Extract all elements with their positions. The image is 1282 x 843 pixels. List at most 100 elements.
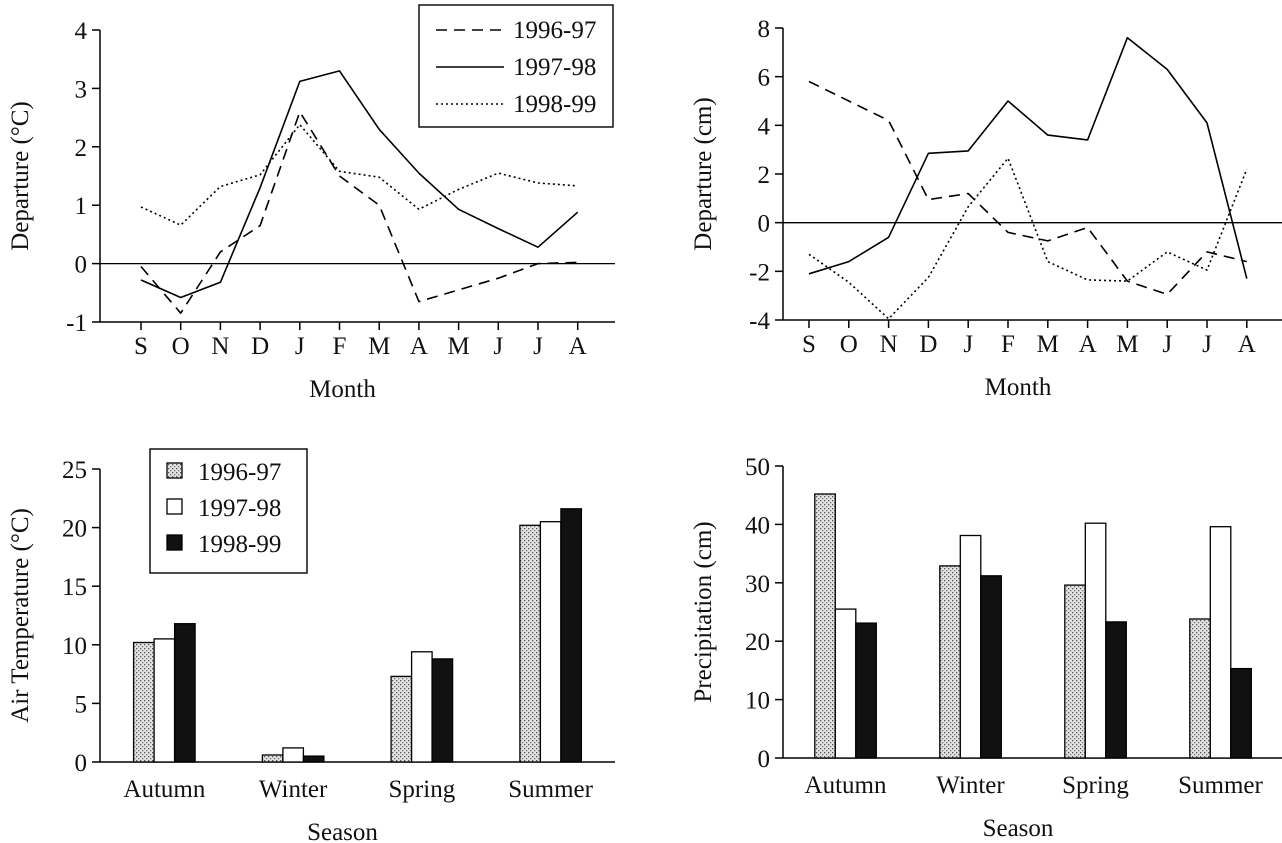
x-tick-label: Summer [508,776,593,803]
y-tick-label: 20 [745,629,770,656]
y-axis-title: Departure (°C) [7,101,34,251]
legend-label: 1997-98 [198,495,281,522]
bar-Winter-1996-97 [261,754,284,763]
x-tick-label: J [295,333,305,360]
x-tick-label: Spring [389,776,456,803]
y-axis-title: Air Temperature (°C) [7,508,34,723]
y-tick-label: 8 [758,16,771,43]
x-tick-label: A [410,333,428,360]
bar-Spring-1998-99 [431,658,454,763]
x-axis-title: Season [983,815,1054,842]
y-tick-label: 5 [75,691,88,718]
y-tick-label: -4 [749,308,770,335]
y-tick-label: -1 [66,310,87,337]
legend-label: 1998-99 [198,531,281,558]
series-line-1998-99 [808,157,1248,320]
bar-Autumn-1997-98 [834,608,857,759]
bar-Winter-1996-97 [939,565,961,759]
x-tick-label: Autumn [123,776,205,803]
y-tick-label: 30 [745,571,770,598]
x-tick-label: O [840,331,858,358]
legend-label: 1998-99 [513,91,596,118]
x-axis-title: Month [985,374,1052,401]
bar-Spring-1996-97 [1064,584,1086,759]
x-tick-label: Autumn [805,772,887,799]
y-tick-label: 15 [62,574,87,601]
bar-Autumn-1998-99 [855,622,877,759]
x-tick-label: Spring [1062,772,1129,799]
series-line-1996-97 [140,111,578,315]
x-tick-label: J [1162,331,1172,358]
x-tick-label: N [880,331,898,358]
y-tick-label: 0 [75,252,88,279]
y-tick-label: 25 [62,457,87,484]
y-tick-label: 10 [745,688,770,715]
y-tick-label: 0 [758,211,771,238]
x-tick-label: J [963,331,973,358]
x-tick-label: D [251,333,269,360]
x-tick-label: A [569,333,587,360]
bar-Winter-1998-99 [302,755,325,763]
legend-label: 1996-97 [198,459,281,486]
bar-Autumn-1996-97 [132,641,155,763]
legend-box [418,4,614,128]
chart-seasonal-air-temperature: 0 5 10 15 20 25 Air Temperature (°C) Autumn Wint… [7,448,615,843]
legend-swatch [166,534,183,551]
bar-Autumn-1997-98 [153,638,176,763]
bar-Autumn-1996-97 [814,493,836,759]
y-tick-label: 2 [758,162,771,189]
chart-seasonal-precipitation: 0 10 20 30 40 50 Precipitation (cm) Autumn Winte… [690,454,1282,842]
series-line-1998-99 [140,123,578,226]
x-tick-label: F [333,333,347,360]
x-axis-title: Month [309,376,376,403]
y-tick-label: 0 [75,750,88,777]
series-line-1997-98 [140,70,579,299]
x-tick-label: D [919,331,937,358]
legend-label: 1996-97 [513,17,596,44]
y-tick-label: 4 [758,113,771,140]
x-tick-label: Winter [259,776,328,803]
legend-label: 1997-98 [513,54,596,81]
bar-Spring-1997-98 [410,651,433,763]
bar-Winter-1998-99 [980,575,1002,759]
x-tick-label: O [172,333,190,360]
x-tick-label: F [1001,331,1015,358]
x-tick-label: J [533,333,543,360]
y-axis-title: Precipitation (cm) [690,521,717,702]
x-tick-label: M [1116,331,1138,358]
series-line-1997-98 [808,36,1248,279]
bar-Winter-1997-98 [282,747,305,763]
legend-swatch [166,498,183,515]
x-axis-title: Season [307,819,378,843]
y-axis-title: Departure (cm) [690,97,717,250]
x-tick-label: J [493,333,503,360]
bar-Spring-1996-97 [390,675,413,763]
y-tick-label: 40 [745,512,770,539]
y-tick-label: 6 [758,65,771,92]
y-tick-label: 50 [745,454,770,481]
x-tick-label: S [802,331,816,358]
x-tick-label: J [1202,331,1212,358]
bar-Spring-1997-98 [1084,522,1107,759]
series-line-1996-97 [808,80,1247,296]
bar-Summer-1997-98 [539,521,562,763]
y-tick-label: 3 [75,76,88,103]
bar-Summer-1997-98 [1209,526,1232,759]
x-tick-label: Summer [1178,772,1263,799]
x-tick-label: A [1238,331,1256,358]
x-tick-label: A [1079,331,1097,358]
x-tick-label: N [211,333,229,360]
y-tick-label: 4 [75,18,88,45]
y-tick-label: 0 [758,746,771,773]
x-tick-label: Winter [936,772,1005,799]
x-tick-label: M [447,333,469,360]
x-tick-label: S [134,333,148,360]
bar-Spring-1998-99 [1105,621,1127,759]
y-tick-label: 2 [75,135,88,162]
legend-swatch [166,462,183,479]
y-tick-label: 1 [75,193,88,220]
y-tick-label: 10 [62,633,87,660]
